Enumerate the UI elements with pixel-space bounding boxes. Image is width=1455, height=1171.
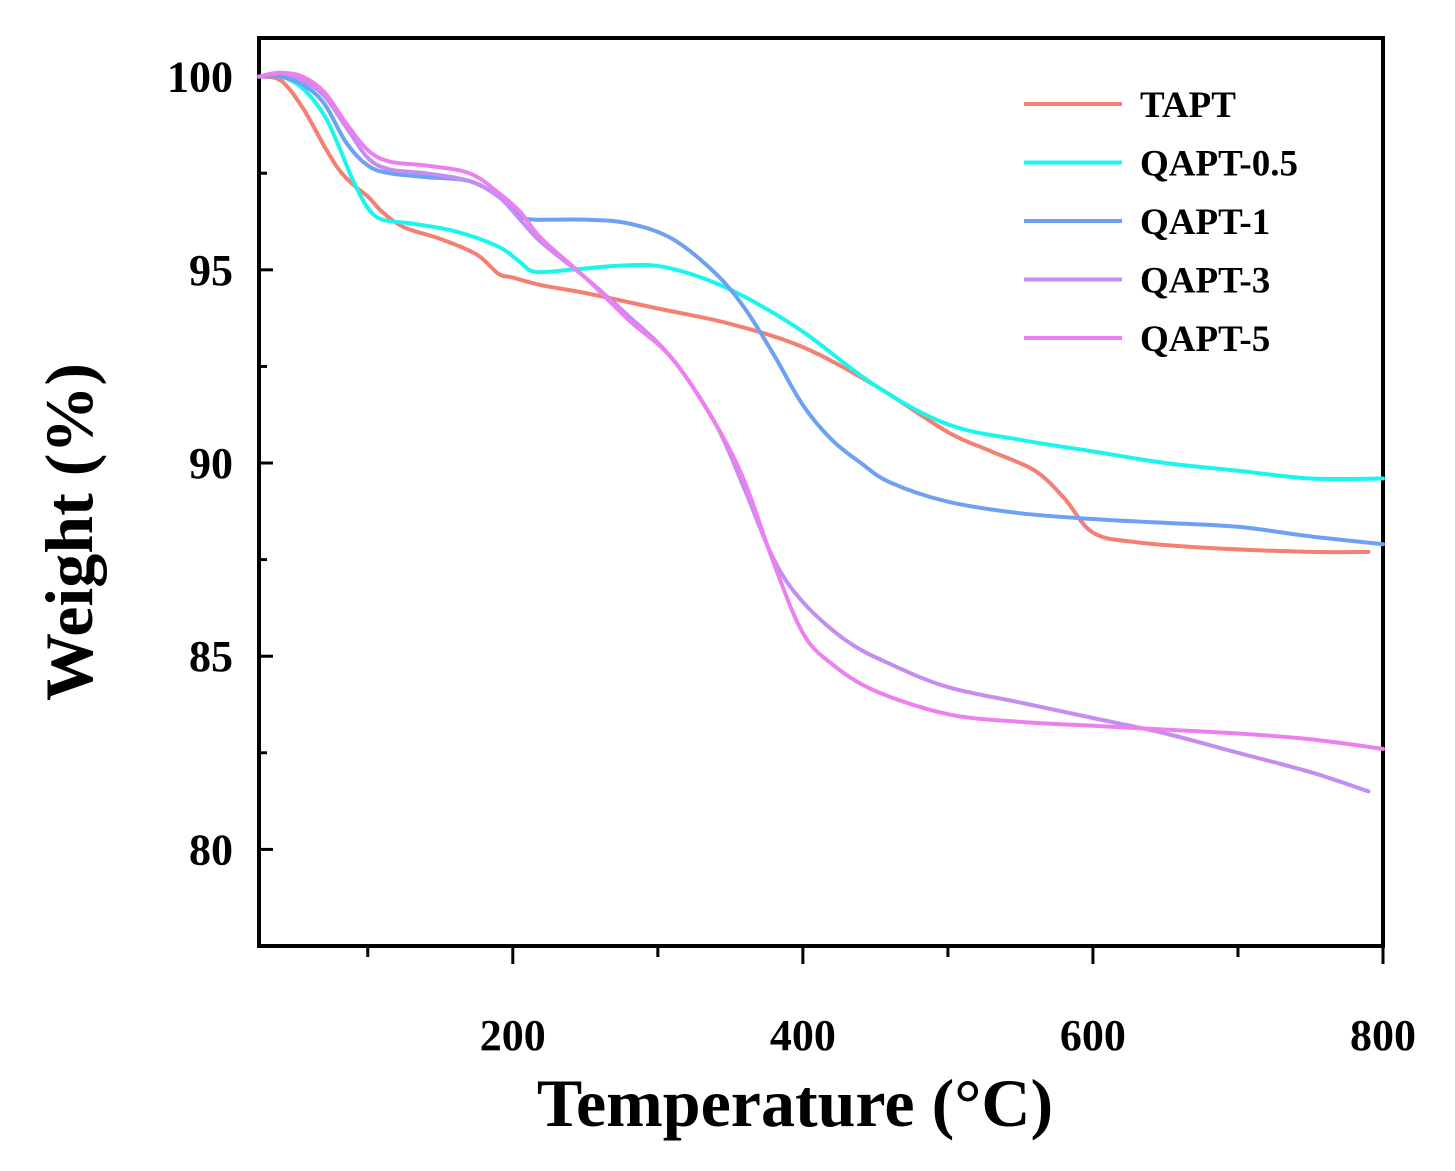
legend-item: QAPT-1 xyxy=(1024,202,1270,243)
x-axis-title: Temperature (°C) xyxy=(537,1065,1053,1141)
legend: TAPT QAPT-0.5 QAPT-1 QAPT-3 QAPT-5 xyxy=(1024,85,1298,360)
y-tick-label: 95 xyxy=(189,246,233,295)
y-tick-label: 90 xyxy=(189,439,233,488)
legend-label: QAPT-1 xyxy=(1140,202,1270,243)
y-axis-title: Weight (%) xyxy=(31,363,107,701)
series-line-qapt-0-5 xyxy=(257,73,1385,482)
legend-label: QAPT-5 xyxy=(1140,319,1270,360)
y-tick-label: 85 xyxy=(189,632,233,681)
series-lines xyxy=(257,70,1385,794)
x-tick-label: 800 xyxy=(1350,1011,1416,1060)
y-tick-label: 100 xyxy=(167,53,233,102)
series-line-qapt-5 xyxy=(257,70,1385,751)
plot-frame xyxy=(257,36,1385,948)
legend-item: TAPT xyxy=(1024,85,1236,126)
y-tick-label: 80 xyxy=(189,825,233,874)
x-tick-label: 400 xyxy=(770,1011,836,1060)
x-tick-label: 200 xyxy=(480,1011,546,1060)
legend-item: QAPT-5 xyxy=(1024,319,1270,360)
legend-label: QAPT-0.5 xyxy=(1140,144,1298,185)
x-tick-labels: 200 400 600 800 xyxy=(480,1011,1416,1060)
series-line-qapt-1 xyxy=(257,74,1385,547)
series-line-tapt xyxy=(257,74,1371,555)
legend-item: QAPT-3 xyxy=(1024,261,1270,302)
legend-label: QAPT-3 xyxy=(1140,261,1270,302)
legend-label: TAPT xyxy=(1140,85,1236,126)
x-tick-label: 600 xyxy=(1060,1011,1126,1060)
minor-ticks xyxy=(259,171,1240,957)
legend-item: QAPT-0.5 xyxy=(1024,144,1298,185)
y-tick-labels: 80 85 90 95 100 xyxy=(167,53,233,875)
